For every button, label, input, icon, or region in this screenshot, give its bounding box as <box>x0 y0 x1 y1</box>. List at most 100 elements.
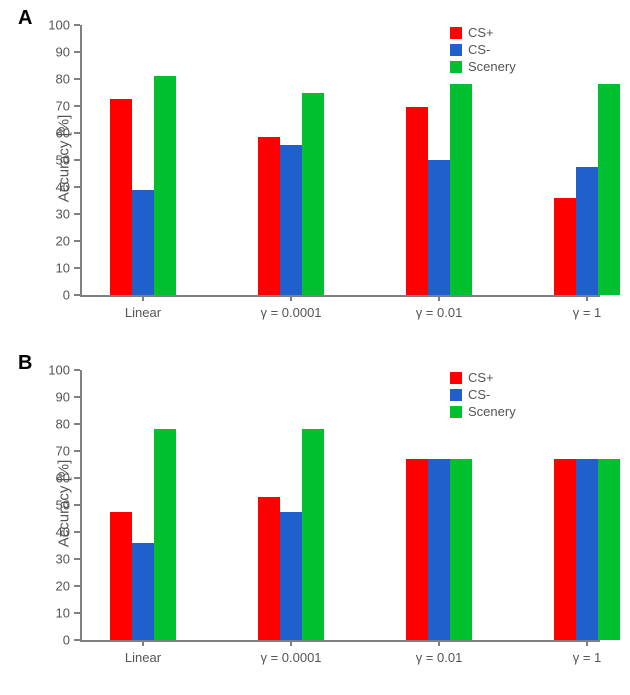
bar-cs <box>280 145 302 295</box>
panel-label-A: A <box>18 7 32 30</box>
y-tick-label: 20 <box>56 234 70 249</box>
y-tick-label: 70 <box>56 99 70 114</box>
bar-cs <box>132 543 154 640</box>
x-tick <box>142 640 144 646</box>
y-tick <box>74 396 80 398</box>
y-tick-label: 70 <box>56 444 70 459</box>
legend-swatch <box>450 372 462 384</box>
bar-scenery <box>598 84 620 295</box>
plot-area-B: 0102030405060708090100Linearγ = 0.0001γ … <box>80 370 600 642</box>
bar-scenery <box>598 459 620 640</box>
legend-swatch <box>450 27 462 39</box>
legend-label: CS+ <box>468 370 494 385</box>
y-axis-title: Accuracy [%] <box>55 460 72 548</box>
x-tick-label: γ = 0.01 <box>416 305 463 320</box>
y-tick <box>74 294 80 296</box>
y-tick <box>74 186 80 188</box>
bar-cs <box>406 459 428 640</box>
y-tick <box>74 78 80 80</box>
y-tick <box>74 159 80 161</box>
panel-B: B 0102030405060708090100Linearγ = 0.0001γ… <box>0 350 630 680</box>
y-tick <box>74 240 80 242</box>
y-tick <box>74 24 80 26</box>
y-tick-label: 0 <box>63 288 70 303</box>
bar-scenery <box>302 429 324 640</box>
y-tick <box>74 639 80 641</box>
y-tick <box>74 369 80 371</box>
bar-cs <box>554 459 576 640</box>
bar-cs <box>110 512 132 640</box>
legend-label: CS- <box>468 387 490 402</box>
y-tick <box>74 477 80 479</box>
bar-cs <box>554 198 576 295</box>
bar-cs <box>428 160 450 295</box>
bar-cs <box>258 137 280 295</box>
panel-label-B: B <box>18 352 32 375</box>
y-tick <box>74 267 80 269</box>
bar-scenery <box>302 93 324 296</box>
y-tick <box>74 450 80 452</box>
y-tick <box>74 132 80 134</box>
legend-swatch <box>450 406 462 418</box>
figure: A 0102030405060708090100Linearγ = 0.0001γ… <box>0 0 630 695</box>
bar-cs <box>280 512 302 640</box>
y-tick <box>74 612 80 614</box>
bar-cs <box>258 497 280 640</box>
x-tick-label: Linear <box>125 650 161 665</box>
x-tick-label: γ = 0.0001 <box>260 650 321 665</box>
y-tick-label: 30 <box>56 207 70 222</box>
x-tick-label: γ = 0.01 <box>416 650 463 665</box>
y-tick <box>74 531 80 533</box>
y-tick-label: 20 <box>56 579 70 594</box>
y-tick <box>74 105 80 107</box>
y-tick <box>74 558 80 560</box>
y-tick-label: 100 <box>48 363 70 378</box>
y-tick-label: 90 <box>56 45 70 60</box>
y-tick-label: 10 <box>56 606 70 621</box>
x-tick-label: γ = 0.0001 <box>260 305 321 320</box>
y-tick-label: 100 <box>48 18 70 33</box>
legend-item: CS+ <box>450 25 516 40</box>
x-tick <box>290 640 292 646</box>
x-tick <box>142 295 144 301</box>
bar-scenery <box>154 76 176 295</box>
legend-label: Scenery <box>468 404 516 419</box>
y-tick <box>74 585 80 587</box>
x-tick <box>438 640 440 646</box>
legend-item: CS- <box>450 42 516 57</box>
y-axis-line <box>80 370 82 640</box>
x-tick-label: γ = 1 <box>573 305 602 320</box>
y-tick-label: 0 <box>63 633 70 648</box>
y-tick <box>74 504 80 506</box>
y-tick <box>74 213 80 215</box>
x-tick <box>586 640 588 646</box>
legend-swatch <box>450 389 462 401</box>
bar-scenery <box>154 429 176 640</box>
legend-label: CS- <box>468 42 490 57</box>
y-tick-label: 30 <box>56 552 70 567</box>
x-tick <box>586 295 588 301</box>
y-tick <box>74 51 80 53</box>
x-tick <box>438 295 440 301</box>
legend-item: Scenery <box>450 404 516 419</box>
y-tick-label: 10 <box>56 261 70 276</box>
y-axis-title: Accuracy [%] <box>55 115 72 203</box>
bar-scenery <box>450 84 472 295</box>
plot-area-A: 0102030405060708090100Linearγ = 0.0001γ … <box>80 25 600 297</box>
legend: CS+ CS- Scenery <box>450 370 516 421</box>
y-tick-label: 90 <box>56 390 70 405</box>
x-tick-label: γ = 1 <box>573 650 602 665</box>
y-tick <box>74 423 80 425</box>
bar-cs <box>576 459 598 640</box>
legend-item: CS+ <box>450 370 516 385</box>
legend: CS+CS-Scenery <box>450 25 516 76</box>
bar-cs <box>132 190 154 295</box>
panel-A: A 0102030405060708090100Linearγ = 0.0001γ… <box>0 5 630 335</box>
legend-swatch <box>450 61 462 73</box>
y-tick-label: 80 <box>56 72 70 87</box>
bar-cs <box>576 167 598 295</box>
y-axis-line <box>80 25 82 295</box>
x-tick-label: Linear <box>125 305 161 320</box>
legend-swatch <box>450 44 462 56</box>
x-tick <box>290 295 292 301</box>
